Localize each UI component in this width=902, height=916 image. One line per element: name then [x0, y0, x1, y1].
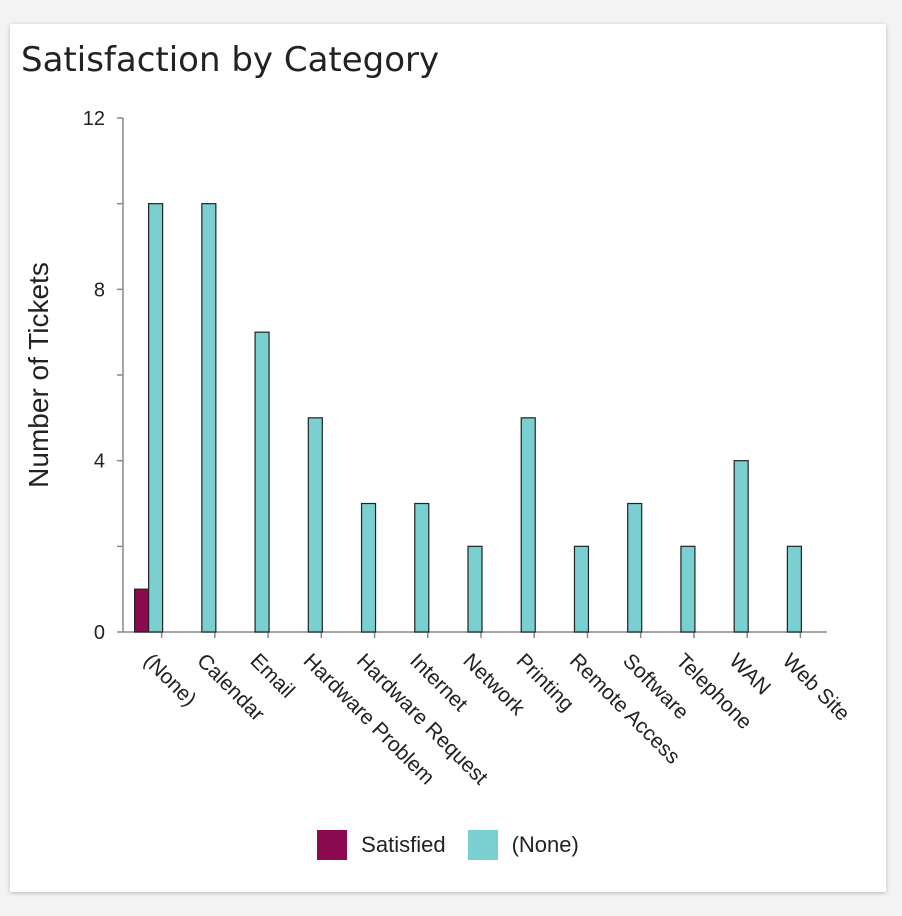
bar-none-software [627, 502, 643, 633]
bar-none-telephone [680, 545, 696, 633]
legend-label-satisfied: Satisfied [361, 832, 446, 857]
bar-none-email [254, 331, 270, 633]
legend-swatch-none [467, 830, 498, 860]
legend-swatch-satisfied [317, 830, 348, 860]
legend: Satisfied (None) [10, 830, 886, 860]
bar-none-internet [414, 502, 430, 633]
legend-label-none: (None) [511, 832, 579, 857]
chart-title: Satisfaction by Category [21, 40, 440, 80]
bar-none-hardware-request [360, 502, 377, 633]
bar-none-network [467, 545, 483, 633]
bar-none-remote-access [573, 545, 590, 633]
y-tick-label: 4 [94, 451, 105, 473]
y-tick-label: 0 [94, 622, 105, 644]
bar-none-web-site [786, 545, 802, 633]
chart-card: Satisfaction by Category 0 4 8 12 Number of … [10, 24, 886, 892]
bar-none-printing [520, 417, 536, 633]
bar-satisfied-none [134, 588, 150, 633]
x-tick-label-wan: WAN [725, 649, 775, 699]
legend-item-none[interactable]: (None) [467, 830, 579, 860]
bar-none-wan [733, 460, 749, 633]
y-axis-label: Number of Tickets [23, 262, 54, 488]
x-tick-label-web-site: Web Site [778, 649, 854, 725]
bar-none-none [148, 203, 164, 633]
y-tick-label: 8 [94, 279, 105, 301]
bar-none-calendar [201, 203, 217, 633]
bar-none-hardware-problem [307, 417, 323, 633]
x-tick-label-none: (None) [139, 649, 201, 711]
legend-item-satisfied[interactable]: Satisfied [317, 830, 446, 860]
y-tick-label: 12 [83, 108, 105, 130]
